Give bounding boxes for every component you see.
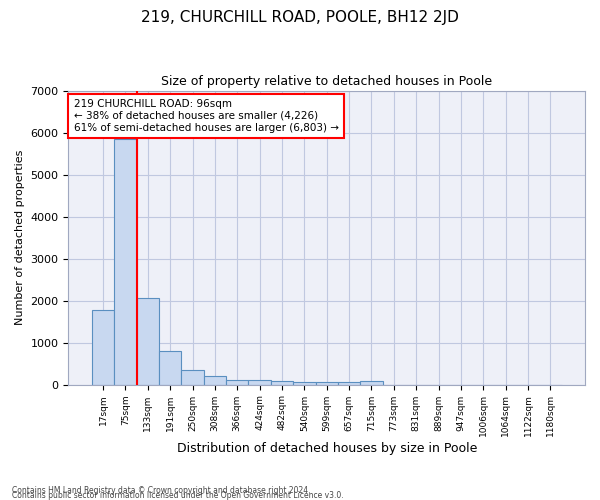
- Title: Size of property relative to detached houses in Poole: Size of property relative to detached ho…: [161, 75, 492, 88]
- Bar: [293, 382, 316, 384]
- Bar: [204, 376, 226, 384]
- Bar: [92, 310, 114, 384]
- Bar: [181, 370, 204, 384]
- Bar: [114, 139, 137, 384]
- Text: Contains public sector information licensed under the Open Government Licence v3: Contains public sector information licen…: [12, 491, 344, 500]
- Bar: [226, 380, 248, 384]
- Bar: [159, 351, 181, 384]
- Text: 219, CHURCHILL ROAD, POOLE, BH12 2JD: 219, CHURCHILL ROAD, POOLE, BH12 2JD: [141, 10, 459, 25]
- Bar: [338, 382, 360, 384]
- Y-axis label: Number of detached properties: Number of detached properties: [15, 150, 25, 326]
- X-axis label: Distribution of detached houses by size in Poole: Distribution of detached houses by size …: [176, 442, 477, 455]
- Text: Contains HM Land Registry data © Crown copyright and database right 2024.: Contains HM Land Registry data © Crown c…: [12, 486, 311, 495]
- Bar: [248, 380, 271, 384]
- Bar: [360, 381, 383, 384]
- Bar: [271, 381, 293, 384]
- Text: 219 CHURCHILL ROAD: 96sqm
← 38% of detached houses are smaller (4,226)
61% of se: 219 CHURCHILL ROAD: 96sqm ← 38% of detac…: [74, 100, 338, 132]
- Bar: [316, 382, 338, 384]
- Bar: [137, 298, 159, 384]
